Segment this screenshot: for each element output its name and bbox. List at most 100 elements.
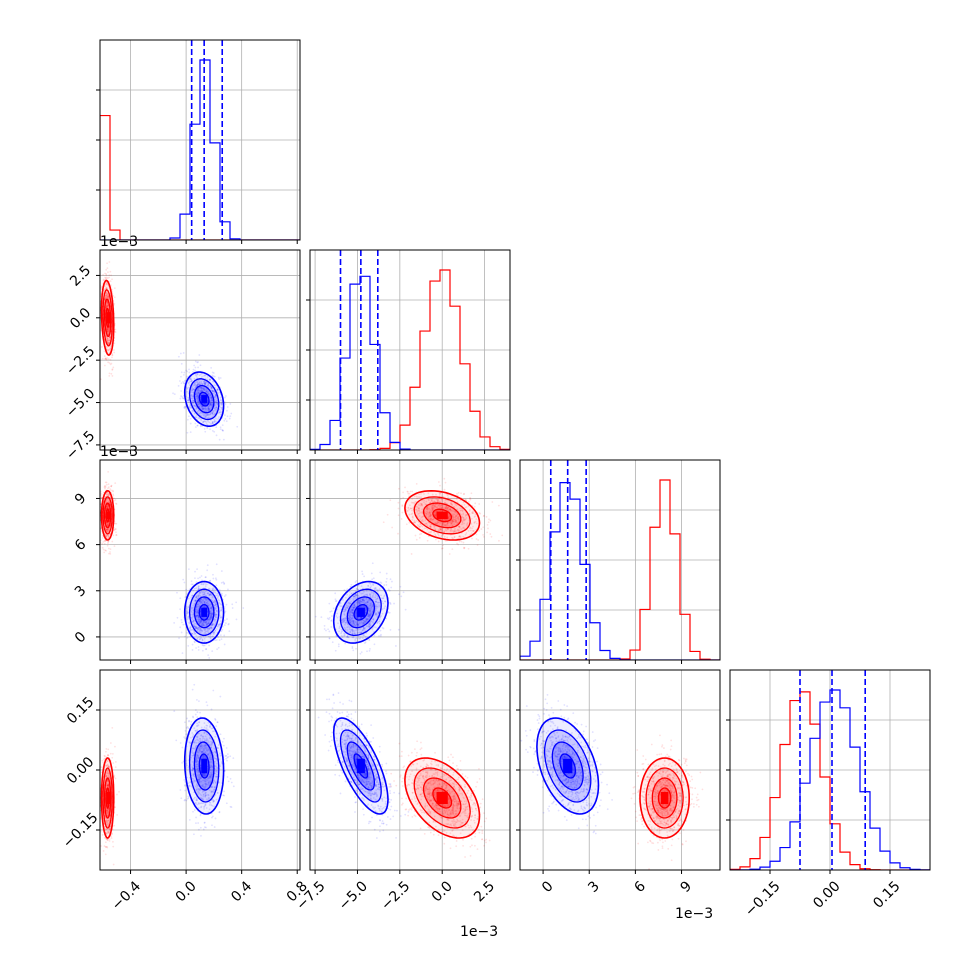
sample-point — [441, 527, 443, 530]
sample-point — [105, 305, 108, 308]
sample-point — [106, 327, 109, 330]
sample-point — [209, 633, 212, 636]
sample-point — [200, 424, 202, 427]
sample-point — [474, 520, 477, 523]
sample-point — [188, 381, 191, 384]
sample-point — [106, 296, 109, 298]
sample-point — [198, 592, 201, 595]
sample-point — [106, 262, 108, 265]
sample-point — [343, 617, 345, 620]
sample-point — [347, 602, 350, 605]
sample-point — [429, 515, 432, 517]
sample-point — [378, 618, 381, 621]
sample-point — [106, 282, 108, 284]
sample-point — [194, 384, 196, 387]
sample-point — [190, 379, 193, 382]
sample-point — [211, 623, 214, 626]
sample-point — [428, 510, 431, 513]
sample-point — [346, 593, 349, 596]
sample-point — [198, 354, 201, 356]
sample-point — [111, 368, 114, 371]
sample-point — [194, 393, 197, 396]
sample-point — [197, 628, 199, 631]
sample-point — [347, 605, 350, 608]
sample-point — [437, 499, 440, 502]
sample-point — [196, 395, 199, 398]
sample-point — [212, 635, 214, 638]
sample-point — [391, 526, 394, 529]
sample-point — [202, 623, 205, 626]
sample-point — [195, 626, 198, 629]
sample-point — [459, 509, 462, 512]
sample-point — [442, 544, 444, 547]
sample-point — [112, 534, 115, 537]
sample-point — [452, 513, 454, 516]
sample-point — [199, 389, 202, 392]
sample-point — [210, 626, 213, 629]
sample-point — [214, 629, 217, 632]
sample-point — [204, 381, 207, 384]
sample-point — [209, 403, 212, 406]
sample-point — [406, 490, 409, 493]
sample-point — [110, 284, 112, 286]
sample-point — [194, 382, 196, 385]
sample-point — [209, 378, 211, 381]
sample-point — [223, 595, 226, 598]
panels-layer — [96, 39, 931, 874]
sample-point — [101, 546, 104, 549]
sample-point — [182, 380, 184, 383]
sample-point — [106, 293, 109, 295]
sample-point — [351, 610, 354, 612]
sample-point — [203, 388, 206, 391]
sample-point — [429, 518, 431, 521]
sample-point — [106, 528, 109, 531]
sample-point — [468, 510, 471, 512]
sample-point — [105, 529, 108, 532]
sample-point — [193, 383, 196, 386]
sample-point — [203, 407, 206, 410]
sample-point — [210, 396, 213, 398]
sample-point — [466, 514, 468, 516]
sample-point — [216, 594, 219, 597]
sample-point — [204, 382, 207, 385]
sample-point — [104, 358, 106, 360]
sample-point — [373, 587, 376, 590]
sample-point — [110, 485, 113, 488]
sample-point — [215, 406, 218, 409]
sample-point — [217, 646, 220, 649]
sample-point — [213, 421, 216, 424]
sample-point — [397, 532, 399, 535]
sample-point — [207, 618, 210, 621]
sample-point — [188, 384, 191, 386]
sample-point — [214, 612, 217, 615]
sample-point — [219, 623, 222, 626]
sample-point — [192, 401, 195, 404]
sample-point — [104, 297, 106, 300]
sample-point — [354, 638, 357, 641]
sample-point — [357, 624, 360, 626]
sample-point — [206, 400, 209, 403]
sample-point — [108, 339, 111, 341]
sample-point — [198, 402, 201, 405]
sample-point — [420, 532, 423, 535]
sample-point — [377, 620, 380, 623]
sample-point — [107, 486, 110, 489]
sample-point — [209, 611, 212, 613]
sample-point — [214, 619, 217, 621]
sample-point — [193, 622, 196, 625]
sample-point — [202, 414, 205, 417]
sample-point — [203, 380, 206, 383]
sample-point — [213, 406, 216, 409]
sample-point — [439, 528, 442, 531]
sample-point — [429, 523, 432, 526]
sample-point — [449, 522, 452, 525]
sample-point — [106, 529, 109, 532]
sample-point — [220, 581, 223, 584]
sample-point — [452, 530, 455, 533]
sample-point — [198, 605, 201, 608]
sample-point — [107, 330, 109, 332]
sample-point — [435, 498, 437, 500]
sample-point — [194, 599, 197, 602]
sample-point — [207, 635, 210, 638]
sample-point — [467, 547, 470, 550]
